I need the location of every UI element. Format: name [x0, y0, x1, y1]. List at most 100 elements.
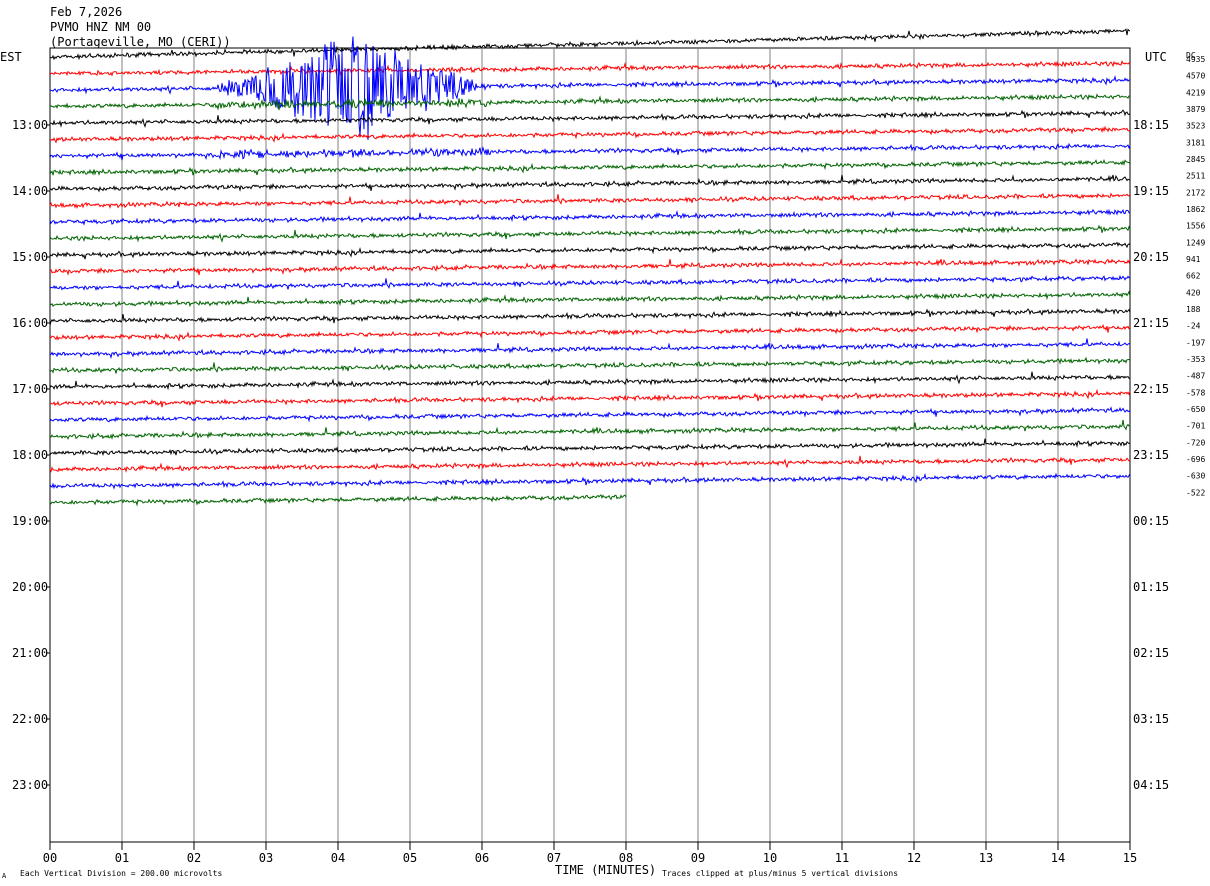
- dc-offset-label: 1862: [1186, 205, 1205, 214]
- seismic-trace: [49, 307, 1131, 326]
- dc-offset-label: 4570: [1186, 72, 1205, 81]
- seismic-trace: [50, 93, 1131, 111]
- seismic-trace: [49, 142, 1131, 161]
- seismic-trace: [49, 323, 1131, 342]
- est-hour-label: 22:00: [12, 712, 48, 726]
- utc-hour-label: 23:15: [1133, 448, 1169, 462]
- dc-offset-label: 3523: [1186, 122, 1205, 131]
- dc-offset-label: 3879: [1186, 105, 1205, 114]
- seismic-trace: [49, 36, 1131, 140]
- utc-hour-label: 02:15: [1133, 646, 1169, 660]
- seismic-trace: [49, 356, 1131, 374]
- x-tick-label: 11: [835, 851, 849, 865]
- seismic-traces: [49, 28, 1131, 507]
- x-tick-label: 09: [691, 851, 705, 865]
- seismic-trace: [49, 125, 1131, 144]
- dc-offset-label: 2845: [1186, 155, 1205, 164]
- utc-hour-label: 21:15: [1133, 316, 1169, 330]
- seismic-trace: [49, 224, 1131, 243]
- x-tick-label: 04: [331, 851, 345, 865]
- seismic-trace: [49, 109, 1131, 128]
- dc-offset-label: 2511: [1186, 172, 1205, 181]
- seismic-trace: [50, 388, 1131, 408]
- utc-hour-label: 18:15: [1133, 118, 1169, 132]
- est-hour-label: 15:00: [12, 250, 48, 264]
- x-axis-title: TIME (MINUTES): [555, 863, 656, 877]
- seismic-trace: [49, 192, 1131, 210]
- dc-offset-label: -720: [1186, 438, 1205, 447]
- header-location: (Portageville, MO (CERI)): [50, 35, 231, 49]
- x-tick-label: 01: [115, 851, 129, 865]
- utc-hour-label: 00:15: [1133, 514, 1169, 528]
- x-tick-label: 05: [403, 851, 417, 865]
- dc-offset-label: 662: [1186, 272, 1201, 281]
- est-hour-label: 17:00: [12, 382, 48, 396]
- header-date: Feb 7,2026: [50, 5, 122, 19]
- dc-offset-label: 188: [1186, 305, 1201, 314]
- dc-offset-label: -24: [1186, 322, 1201, 331]
- seismic-trace: [49, 371, 1131, 391]
- seismic-trace: [49, 241, 1131, 260]
- seismic-trace: [49, 494, 627, 507]
- est-hour-label: 18:00: [12, 448, 48, 462]
- est-hour-label: 14:00: [12, 184, 48, 198]
- seismic-trace: [49, 274, 1131, 292]
- x-tick-label: 07: [547, 851, 561, 865]
- est-hour-label: 19:00: [12, 514, 48, 528]
- est-hour-label: 21:00: [12, 646, 48, 660]
- x-tick-label: 02: [187, 851, 201, 865]
- x-tick-label: 06: [475, 851, 489, 865]
- seismic-trace: [49, 174, 1131, 193]
- header-station: PVMO HNZ NM 00: [50, 20, 151, 34]
- dc-offset-label: -650: [1186, 405, 1205, 414]
- dc-offset-label: 4219: [1186, 88, 1205, 97]
- dc-offset-label: -487: [1186, 372, 1205, 381]
- dc-offset-label: -353: [1186, 355, 1205, 364]
- utc-axis-title: UTC: [1145, 50, 1167, 64]
- dc-offset-label: 1556: [1186, 222, 1205, 231]
- dc-offset-label: 941: [1186, 255, 1201, 264]
- dc-offset-label: 4935: [1186, 55, 1205, 64]
- utc-hour-label: 19:15: [1133, 184, 1169, 198]
- seismic-trace: [49, 338, 1131, 359]
- utc-hour-label: 03:15: [1133, 712, 1169, 726]
- time-axis: 00 01 02 03 04 05 06 07 08 09 10 11 12 13 14 15: [43, 841, 1137, 865]
- x-tick-label: 00: [43, 851, 57, 865]
- seismic-trace: [49, 208, 1131, 226]
- utc-hour-label: 04:15: [1133, 778, 1169, 792]
- seismic-trace: [49, 28, 1131, 61]
- dc-offset-label: -696: [1186, 455, 1205, 464]
- seismic-trace: [49, 455, 1131, 473]
- x-tick-label: 14: [1051, 851, 1065, 865]
- dc-offset-label: -630: [1186, 472, 1205, 481]
- seismic-trace: [49, 258, 1131, 276]
- x-tick-label: 13: [979, 851, 993, 865]
- x-tick-label: 08: [619, 851, 633, 865]
- dc-offset-label: -701: [1186, 422, 1205, 431]
- seismic-trace: [49, 438, 1131, 457]
- seismic-trace: [49, 290, 1131, 308]
- dc-title: DC: [1186, 51, 1196, 60]
- est-hour-label: 23:00: [12, 778, 48, 792]
- dc-offset-label: -578: [1186, 388, 1205, 397]
- x-tick-label: 03: [259, 851, 273, 865]
- x-tick-label: 12: [907, 851, 921, 865]
- est-axis-title: EST: [0, 50, 22, 64]
- seismic-trace: [49, 60, 1131, 77]
- seismic-trace: [49, 406, 1131, 423]
- utc-time-labels: 18:15 19:15 20:15 21:15 22:15 23:15 00:15 01:15…: [1133, 118, 1169, 792]
- scale-note: Each Vertical Division = 200.00 microvol…: [20, 869, 222, 878]
- seismic-trace: [49, 159, 1131, 176]
- dc-offset-label: 3181: [1186, 138, 1205, 147]
- est-hour-label: 13:00: [12, 118, 48, 132]
- seismic-trace: [49, 419, 1130, 440]
- utc-hour-label: 22:15: [1133, 382, 1169, 396]
- utc-hour-label: 20:15: [1133, 250, 1169, 264]
- est-hour-label: 20:00: [12, 580, 48, 594]
- dc-offset-label: -522: [1186, 488, 1205, 497]
- x-tick-label: 10: [763, 851, 777, 865]
- utc-hour-label: 01:15: [1133, 580, 1169, 594]
- corner-mark: A: [2, 872, 7, 880]
- x-tick-label: 15: [1123, 851, 1137, 865]
